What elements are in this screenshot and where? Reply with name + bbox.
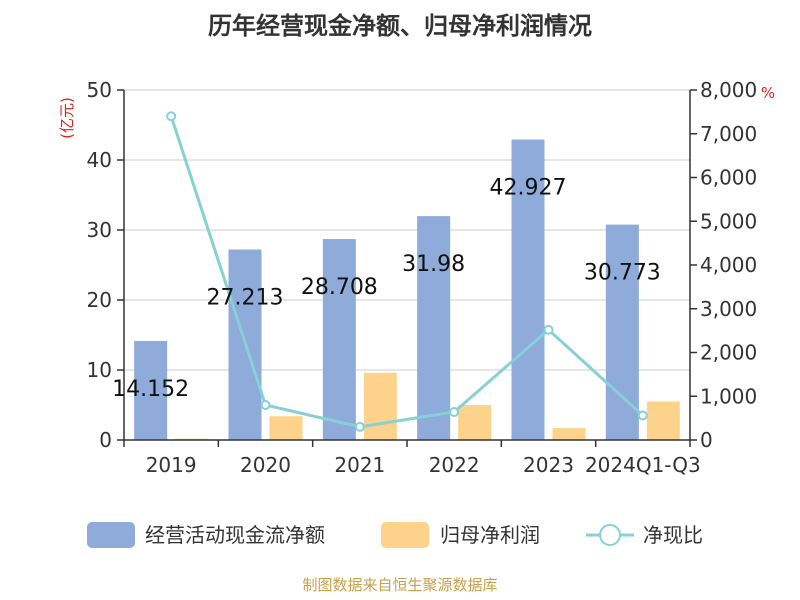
legend-item-ratio[interactable]: 净现比 [586, 523, 703, 547]
right-tick-label: 0 [700, 428, 713, 452]
gridlines [124, 89, 690, 371]
legend-swatch-marker [599, 524, 621, 546]
point-ratio-3 [449, 407, 460, 417]
bar-netprofit-4 [552, 428, 586, 440]
bar-cashflow-0 [134, 340, 168, 440]
bar-netprofit-3 [458, 405, 492, 440]
right-tick-label: 5,000 [700, 209, 757, 233]
left-axis-unit: (亿元) [58, 97, 76, 139]
legend-item-netprofit[interactable]: 归母净利润 [381, 522, 540, 548]
right-tick-label: 7,000 [700, 122, 757, 146]
right-tick-label: 2,000 [700, 341, 757, 365]
x-tick-label: 2019 [146, 453, 197, 477]
line-series [166, 111, 648, 432]
data-label-cashflow: 27.213 [207, 286, 284, 311]
x-tick-label: 2023 [523, 453, 574, 477]
right-tick-label: 1,000 [700, 384, 757, 408]
right-tick-label: 6,000 [700, 166, 757, 190]
legend-swatch-cashflow [87, 522, 135, 548]
bar-marks [134, 139, 680, 441]
right-axis-unit: % [761, 84, 775, 102]
right-tick-label: 3,000 [700, 297, 757, 321]
bar-netprofit-1 [269, 416, 303, 440]
point-ratio-2 [354, 421, 365, 432]
axes: 0 10 20 30 40 50 0 1,000 2,000 3,000 4,000 5,000 6,0… [87, 78, 758, 477]
x-tick-label: 2021 [334, 453, 385, 477]
legend-swatch-netprofit [381, 522, 429, 548]
left-tick-label: 50 [87, 78, 112, 102]
data-label-cashflow: 42.927 [490, 176, 567, 201]
left-tick-label: 20 [87, 288, 112, 312]
point-ratio-4 [543, 324, 554, 335]
data-label-cashflow: 28.708 [301, 275, 378, 300]
bar-netprofit-5 [646, 401, 680, 440]
left-tick-label: 30 [87, 218, 112, 242]
point-ratio-1 [260, 400, 271, 410]
bar-netprofit-2 [363, 372, 397, 440]
chart-title: 历年经营现金净额、归母净利润情况 [208, 12, 592, 40]
legend[interactable]: 经营活动现金流净额 归母净利润 净现比 [87, 522, 703, 548]
line-ratio [169, 115, 644, 429]
right-tick-label: 4,000 [700, 253, 757, 277]
left-tick-label: 10 [87, 358, 112, 382]
bar-cashflow-3 [417, 216, 451, 440]
legend-item-cashflow[interactable]: 经营活动现金流净额 [87, 522, 325, 548]
source-note: 制图数据来自恒生聚源数据库 [302, 576, 497, 594]
bar-cashflow-4 [511, 139, 545, 441]
right-tick-label: 8,000 [700, 78, 757, 102]
x-tick-label: 2024Q1-Q3 [585, 453, 701, 477]
data-label-cashflow: 31.98 [402, 252, 465, 277]
legend-label-netprofit: 归母净利润 [440, 523, 540, 547]
left-tick-label: 40 [87, 148, 112, 172]
data-labels: 14.152 27.213 28.708 31.98 42.927 30.773 [112, 176, 661, 402]
data-label-cashflow: 30.773 [584, 261, 661, 286]
bar-cashflow-5 [605, 224, 639, 440]
legend-label-cashflow: 经营活动现金流净额 [145, 523, 325, 547]
bar-cashflow-2 [322, 239, 356, 440]
legend-label-ratio: 净现比 [643, 523, 703, 547]
point-ratio-0 [166, 111, 177, 122]
x-tick-label: 2022 [429, 453, 480, 477]
left-tick-label: 0 [99, 428, 112, 452]
data-label-cashflow: 14.152 [112, 377, 189, 402]
x-tick-label: 2020 [240, 453, 291, 477]
point-ratio-5 [637, 410, 648, 421]
